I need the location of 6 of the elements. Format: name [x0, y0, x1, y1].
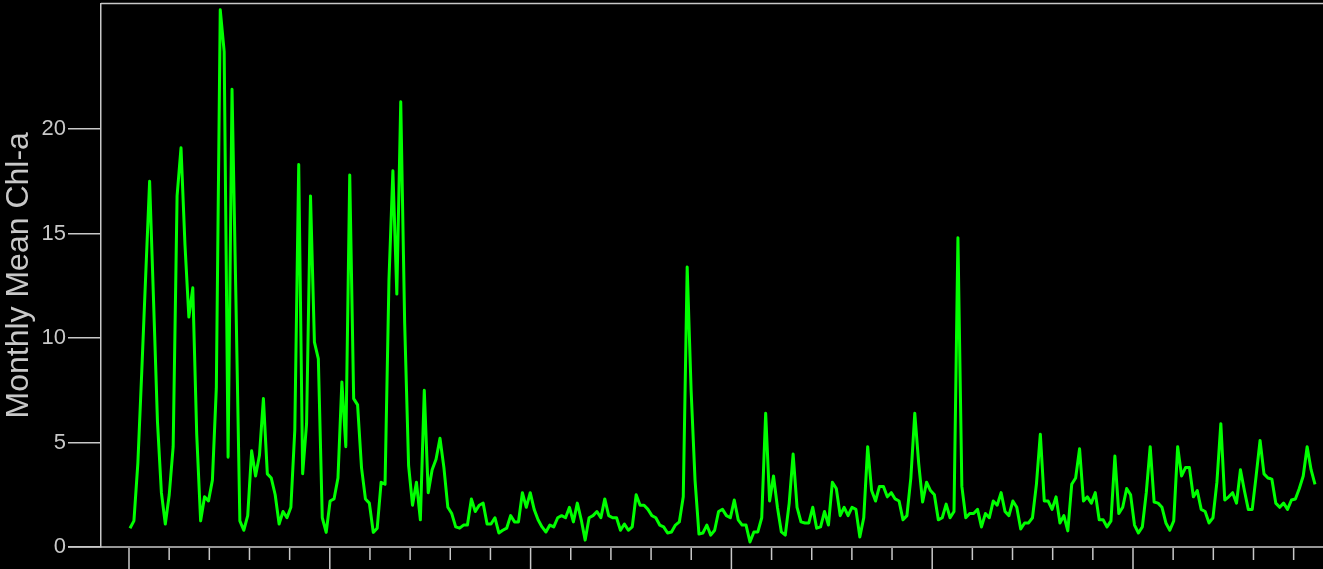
y-tick-label: 0 — [53, 533, 66, 559]
y-axis-title: Monthly Mean Chl-a — [0, 131, 36, 419]
y-tick-label: 15 — [41, 219, 66, 245]
y-tick-label: 10 — [41, 324, 66, 350]
y-tick-label: 5 — [53, 428, 66, 454]
y-tick-label: 20 — [41, 115, 66, 141]
